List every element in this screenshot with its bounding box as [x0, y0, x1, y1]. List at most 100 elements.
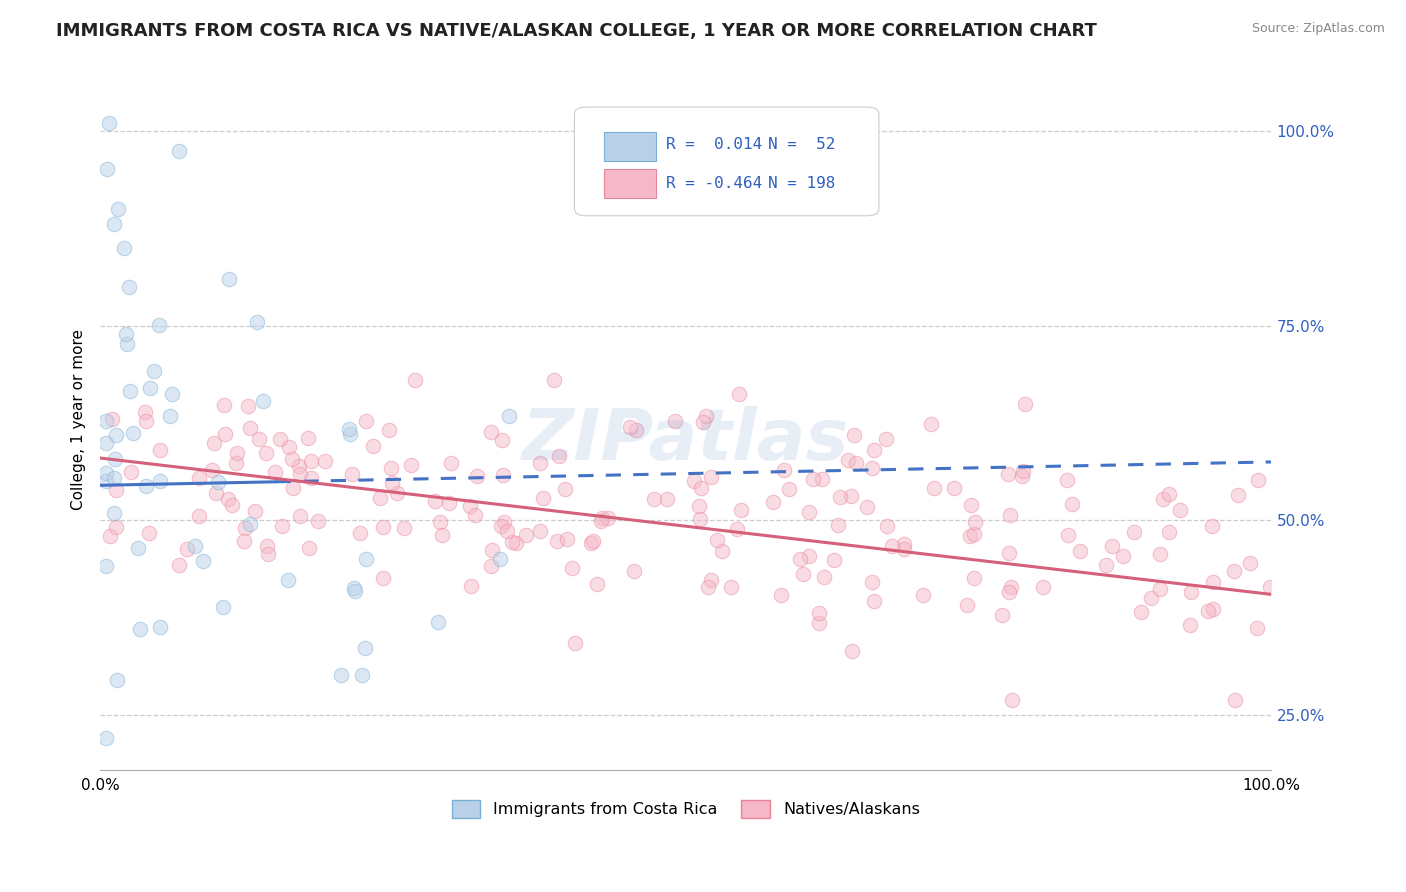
Point: [94, 474, 117, 488]
Point: [1260, 580, 1282, 594]
Point: [426, 615, 449, 629]
Point: [149, 474, 172, 488]
Point: [1149, 547, 1171, 561]
Point: [134, 405, 156, 419]
Point: [94, 559, 117, 574]
Point: [225, 446, 247, 460]
Point: [135, 414, 157, 428]
Point: [664, 414, 686, 428]
Point: [797, 549, 820, 563]
Point: [706, 533, 728, 547]
Point: [875, 432, 897, 446]
Point: [256, 539, 278, 553]
Point: [105, 427, 128, 442]
Point: [188, 508, 211, 523]
Point: [94, 436, 117, 450]
Point: [792, 567, 814, 582]
Point: [439, 495, 461, 509]
Point: [965, 515, 987, 529]
Point: [997, 467, 1019, 481]
Point: [205, 486, 228, 500]
Bar: [603, 169, 657, 198]
Point: [464, 508, 486, 523]
Text: IMMIGRANTS FROM COSTA RICA VS NATIVE/ALASKAN COLLEGE, 1 YEAR OR MORE CORRELATION: IMMIGRANTS FROM COSTA RICA VS NATIVE/ALA…: [56, 22, 1097, 40]
Point: [243, 503, 266, 517]
Legend: Immigrants from Costa Rica, Natives/Alaskans: Immigrants from Costa Rica, Natives/Alas…: [446, 794, 927, 825]
Point: [342, 467, 364, 481]
Point: [1032, 580, 1054, 594]
Point: [690, 481, 713, 495]
Point: [349, 526, 371, 541]
Point: [811, 472, 834, 486]
Text: Source: ZipAtlas.com: Source: ZipAtlas.com: [1251, 22, 1385, 36]
Point: [330, 668, 353, 682]
Point: [855, 500, 877, 514]
Point: [465, 469, 488, 483]
Point: [381, 476, 404, 491]
Point: [252, 394, 274, 409]
Point: [1168, 503, 1191, 517]
Point: [1157, 487, 1180, 501]
Point: [730, 503, 752, 517]
Point: [160, 387, 183, 401]
Point: [288, 458, 311, 473]
Point: [807, 606, 830, 620]
Point: [582, 533, 605, 548]
Point: [498, 409, 520, 424]
Point: [1223, 564, 1246, 578]
Point: [429, 515, 451, 529]
Point: [596, 511, 619, 525]
Point: [120, 384, 142, 398]
Point: [307, 514, 329, 528]
Point: [257, 547, 280, 561]
Point: [233, 533, 256, 548]
Point: [863, 594, 886, 608]
Point: [1060, 498, 1083, 512]
Point: [169, 558, 191, 572]
Text: R = -0.464: R = -0.464: [666, 176, 762, 191]
Point: [529, 524, 551, 538]
Point: [1014, 396, 1036, 410]
Point: [1094, 558, 1116, 572]
Point: [591, 511, 613, 525]
Point: [481, 542, 503, 557]
Point: [546, 533, 568, 548]
Point: [564, 636, 586, 650]
Point: [505, 536, 527, 550]
Point: [920, 417, 942, 431]
Point: [643, 492, 665, 507]
Point: [354, 414, 377, 428]
Point: [479, 558, 502, 573]
Point: [797, 505, 820, 519]
Point: [225, 457, 247, 471]
Point: [277, 573, 299, 587]
Point: [105, 673, 128, 688]
Point: [922, 481, 945, 495]
Point: [107, 202, 129, 216]
Point: [233, 521, 256, 535]
Point: [277, 440, 299, 454]
Point: [139, 381, 162, 395]
Point: [159, 409, 181, 423]
Point: [1130, 605, 1153, 619]
Point: [998, 508, 1021, 522]
Point: [118, 279, 141, 293]
Point: [619, 419, 641, 434]
Point: [94, 731, 117, 746]
Point: [337, 422, 360, 436]
Point: [1122, 525, 1144, 540]
Point: [827, 517, 849, 532]
Point: [361, 439, 384, 453]
Point: [458, 499, 481, 513]
Point: [720, 580, 742, 594]
Point: [214, 427, 236, 442]
Point: [167, 145, 190, 159]
Point: [589, 514, 612, 528]
Point: [127, 541, 149, 555]
Point: [1226, 488, 1249, 502]
Point: [387, 486, 409, 500]
Point: [1140, 591, 1163, 605]
Point: [547, 449, 569, 463]
Point: [1101, 540, 1123, 554]
Point: [823, 553, 845, 567]
